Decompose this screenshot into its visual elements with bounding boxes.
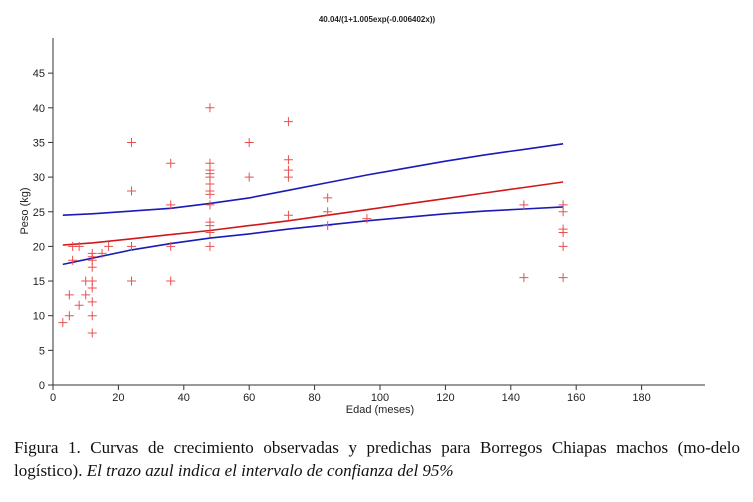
caption-italic-text: El trazo azul indica el intervalo de con…: [86, 461, 454, 480]
data-point-marker: [362, 214, 372, 224]
data-point-marker: [205, 241, 215, 251]
chart-title: 40.04/(1+1.005exp(-0.006402x)): [319, 15, 436, 24]
x-tick-label: 40: [178, 392, 190, 404]
data-point-marker: [64, 311, 74, 321]
y-tick-label: 15: [33, 276, 45, 288]
data-point-marker: [323, 221, 333, 231]
y-tick-label: 10: [33, 311, 45, 323]
caption-text: Figura 1. Curvas de crecimiento observad…: [14, 438, 740, 480]
data-point-marker: [104, 241, 114, 251]
data-point-marker: [126, 137, 136, 147]
y-tick-label: 35: [33, 137, 45, 149]
data-point-marker: [244, 172, 254, 182]
data-point-marker: [519, 273, 529, 283]
y-tick-label: 40: [33, 103, 45, 115]
lower-ci-curve: [62, 206, 564, 266]
data-point-marker: [205, 200, 215, 210]
data-point-marker: [87, 276, 97, 286]
y-tick-label: 25: [33, 207, 45, 219]
figure-caption: Figura 1. Curvas de crecimiento observad…: [14, 436, 740, 482]
data-point-marker: [126, 186, 136, 196]
data-point-marker: [68, 255, 78, 265]
data-point-marker: [64, 290, 74, 300]
data-point-marker: [87, 248, 97, 258]
x-tick-label: 120: [436, 392, 454, 404]
data-point-marker: [87, 297, 97, 307]
data-point-marker: [558, 200, 568, 210]
data-point-marker: [126, 276, 136, 286]
data-point-marker: [323, 193, 333, 203]
x-tick-label: 160: [567, 392, 585, 404]
data-point-marker: [58, 318, 68, 328]
data-point-marker: [81, 290, 91, 300]
data-point-marker: [205, 103, 215, 113]
x-axis-label: Edad (meses): [346, 404, 414, 416]
fitted-curve: [62, 181, 564, 246]
data-point-marker: [87, 311, 97, 321]
data-point-marker: [87, 328, 97, 338]
data-point-marker: [283, 165, 293, 175]
data-point-marker: [283, 117, 293, 127]
y-axis-label: Peso (kg): [19, 187, 31, 234]
data-point-marker: [166, 158, 176, 168]
data-point-marker: [166, 276, 176, 286]
upper-ci-curve: [62, 143, 564, 216]
data-point-marker: [205, 158, 215, 168]
data-point-marker: [166, 241, 176, 251]
data-point-marker: [519, 200, 529, 210]
data-point-marker: [205, 217, 215, 227]
data-point-marker: [283, 155, 293, 165]
x-tick-label: 60: [243, 392, 255, 404]
x-tick-label: 0: [50, 392, 56, 404]
data-point-marker: [283, 210, 293, 220]
data-point-marker: [74, 241, 84, 251]
data-point-marker: [558, 224, 568, 234]
x-axis: 0 20 40 60 80 100 120 140 160 180: [50, 384, 705, 404]
data-point-marker: [558, 241, 568, 251]
y-tick-label: 45: [33, 68, 45, 80]
y-tick-label: 30: [33, 172, 45, 184]
y-tick-label: 20: [33, 241, 45, 253]
data-point-marker: [244, 137, 254, 147]
data-point-marker: [74, 300, 84, 310]
data-point-marker: [126, 241, 136, 251]
x-tick-label: 100: [371, 392, 389, 404]
observed-points: [58, 103, 568, 338]
data-point-marker: [166, 200, 176, 210]
x-tick-label: 140: [502, 392, 520, 404]
y-axis: 0 5 10 15 20 25 30 35 40 45: [33, 38, 54, 392]
x-tick-label: 80: [308, 392, 320, 404]
curve-lines: [62, 143, 564, 266]
y-tick-label: 5: [39, 345, 45, 357]
data-point-marker: [558, 273, 568, 283]
growth-chart: 40.04/(1+1.005exp(-0.006402x)) 0 5 10 15 20 2…: [19, 15, 705, 416]
x-tick-label: 180: [632, 392, 650, 404]
data-point-marker: [97, 248, 107, 258]
x-tick-label: 20: [112, 392, 124, 404]
data-point-marker: [323, 207, 333, 217]
y-tick-label: 0: [39, 380, 45, 392]
